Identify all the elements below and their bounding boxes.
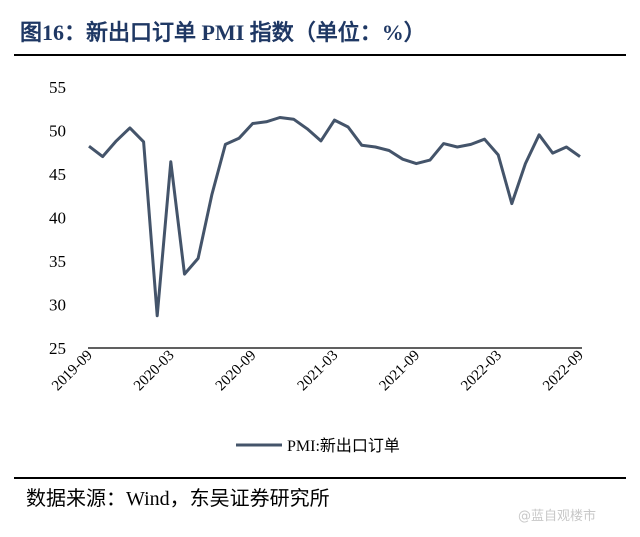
y-tick-label: 35 (49, 252, 66, 271)
source-note: 数据来源：Wind，东吴证券研究所 (26, 487, 330, 510)
y-tick-label: 45 (49, 165, 66, 184)
legend-label: PMI:新出口订单 (287, 437, 400, 455)
y-tick-label: 30 (49, 296, 66, 315)
y-tick-label: 40 (49, 209, 66, 228)
x-tick-label: 2020-03 (131, 348, 178, 395)
y-tick-label: 55 (49, 78, 66, 97)
y-tick-label: 50 (49, 122, 66, 141)
series-line-pmi-new-export-orders (88, 116, 581, 318)
x-tick-label: 2021-03 (295, 348, 342, 395)
x-tick-label: 2022-09 (540, 348, 587, 395)
watermark: @蓝自观楼市 (518, 508, 596, 524)
x-tick-label: 2022-03 (458, 348, 505, 395)
y-axis: 25 30 35 40 45 50 55 (49, 78, 66, 358)
y-tick-label: 25 (49, 339, 66, 358)
figure-title: 图16：新出口订单 PMI 指数（单位：%） (20, 20, 426, 45)
legend: PMI:新出口订单 (236, 437, 400, 455)
x-axis: 2019-09 2020-03 2020-09 2021-03 2021-09 2022-… (49, 348, 587, 395)
x-tick-label: 2020-09 (213, 348, 260, 395)
x-tick-label: 2021-09 (376, 348, 423, 395)
